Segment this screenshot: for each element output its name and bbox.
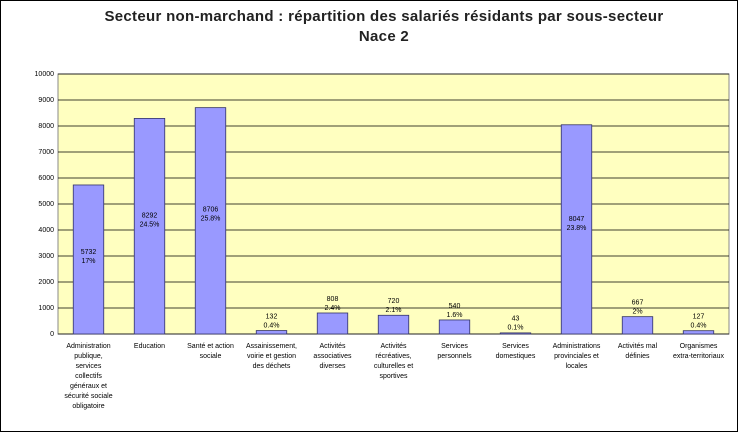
y-tick-label: 2000: [38, 279, 54, 286]
y-tick-label: 8000: [38, 123, 54, 130]
value-label: 8047: [569, 216, 585, 223]
percent-label: 0.4%: [691, 323, 707, 330]
x-tick-label: Administration publique, services collec…: [64, 343, 113, 410]
bar: [499, 332, 532, 335]
x-tick-label: Activités mal définies: [617, 343, 658, 360]
y-tick-label: 7000: [38, 149, 54, 156]
percent-label: 17%: [81, 258, 95, 265]
value-label: 808: [327, 296, 339, 303]
value-label: 5732: [81, 249, 97, 256]
percent-label: 1.6%: [447, 312, 463, 319]
value-label: 127: [693, 314, 705, 321]
bar: [133, 118, 166, 335]
percent-label: 25.8%: [201, 215, 221, 222]
value-label: 8292: [142, 212, 158, 219]
x-tick-label: Administrations provinciales et locales: [552, 343, 601, 370]
value-label: 667: [632, 300, 644, 307]
percent-label: 0.1%: [508, 325, 524, 332]
value-label: 720: [388, 298, 400, 305]
value-label: 132: [266, 313, 278, 320]
x-tick-label: Education: [133, 343, 166, 350]
bar: [682, 330, 715, 335]
percent-label: 23.8%: [567, 225, 587, 232]
x-tick-label: Organismes extra-territoriaux: [673, 343, 724, 360]
bar: [438, 319, 471, 335]
y-tick-label: 1000: [38, 305, 54, 312]
bar: [194, 107, 227, 335]
y-tick-label: 3000: [38, 253, 54, 260]
percent-label: 24.5%: [140, 221, 160, 228]
x-tick-label: Assainissement, voirie et gestion des dé…: [246, 343, 297, 370]
value-label: 8706: [203, 206, 219, 213]
value-label: 43: [512, 316, 520, 323]
bar: [560, 124, 593, 335]
bar: [621, 316, 654, 335]
percent-label: 2.4%: [325, 305, 341, 312]
bar: [377, 314, 410, 335]
y-tick-label: 6000: [38, 175, 54, 182]
x-tick-label: Activités associatives diverses: [313, 343, 352, 370]
x-tick-label: Activités récréatives, culturelles et sp…: [373, 343, 414, 380]
x-tick-label: Services domestiques: [495, 343, 536, 360]
bar: [255, 330, 288, 335]
y-tick-label: 4000: [38, 227, 54, 234]
x-tick-label: Santé et action sociale: [187, 343, 234, 360]
percent-label: 0.4%: [264, 322, 280, 329]
value-label: 540: [449, 303, 461, 310]
y-tick-label: 9000: [38, 97, 54, 104]
y-tick-label: 0: [50, 331, 54, 338]
y-tick-label: 10000: [35, 71, 55, 78]
percent-label: 2.1%: [386, 307, 402, 314]
x-tick-label: Services personnels: [437, 343, 472, 360]
bar: [72, 184, 105, 335]
percent-label: 2%: [632, 309, 642, 316]
y-tick-label: 5000: [38, 201, 54, 208]
chart-title: Secteur non-marchand : répartition des s…: [104, 8, 664, 45]
bar: [316, 312, 349, 335]
